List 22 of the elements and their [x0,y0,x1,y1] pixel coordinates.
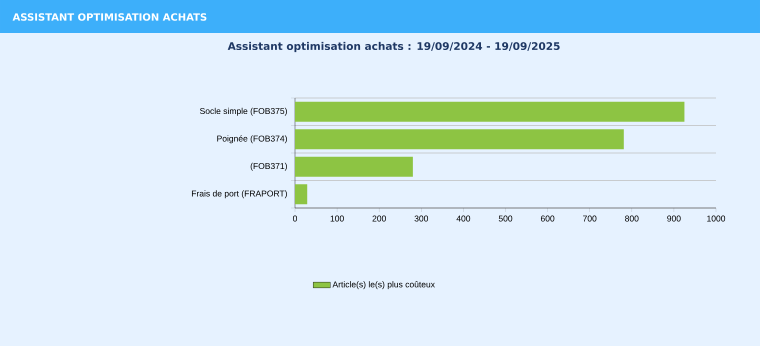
x-tick-label: 200 [372,216,386,222]
bar [295,156,413,177]
x-tick-label: 800 [625,216,639,222]
y-tick-label: Frais de port (FRAPORT) [192,190,287,198]
chart-subtitle: Assistant optimisation achats : 19/09/2024 - 19/09/2025 [228,42,560,52]
x-tick-label: 600 [540,216,554,222]
x-tick-label: 1000 [707,216,726,222]
x-tick-label: 300 [414,216,428,222]
bar [295,129,624,150]
x-tick-label: 0 [292,216,298,222]
y-tick-label: Socle simple (FOB375) [200,108,287,116]
y-tick-label: (FOB371) [250,162,287,171]
x-tick-label: 400 [456,216,470,222]
x-tick-label: 900 [667,216,681,222]
legend-label: Article(s) le(s) plus coûteux [332,281,435,290]
x-tick-label: 100 [330,216,344,222]
bar [295,102,684,122]
text: ASSISTANT OPTIMISATION ACHATS [12,13,206,21]
bar [295,184,308,204]
y-tick-label: Poignée (FOB374) [217,135,287,144]
x-tick-label: 500 [498,216,512,222]
x-tick-label: 700 [583,216,596,222]
